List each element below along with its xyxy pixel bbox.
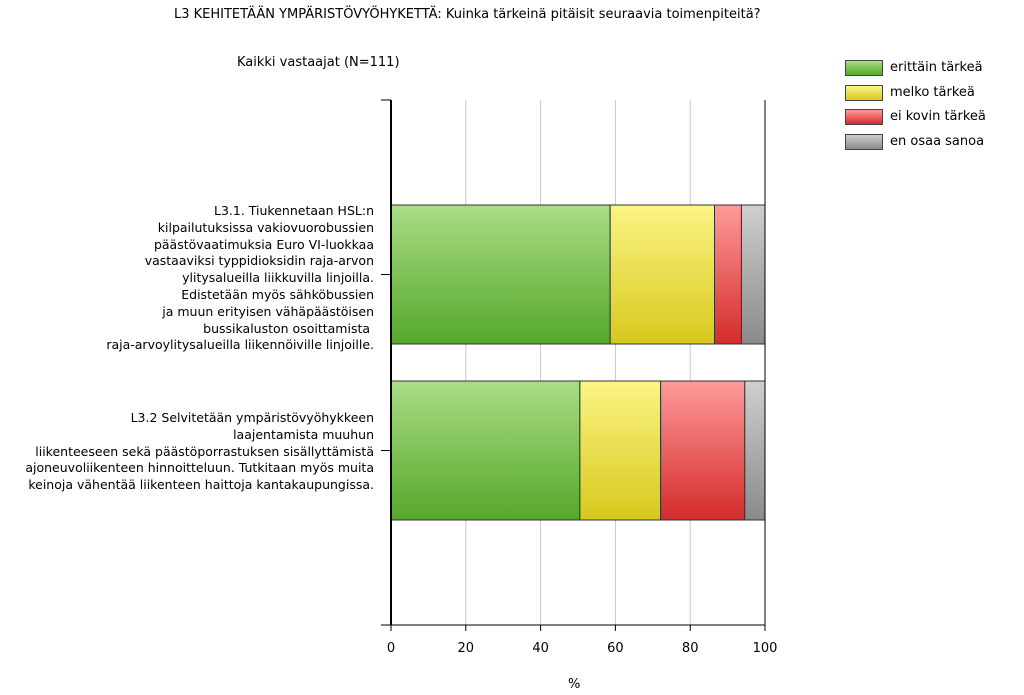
category-label-l3-2: L3.2 Selvitetään ympäristövyöhykkeen laa… bbox=[25, 410, 374, 493]
bar-segment bbox=[390, 204, 611, 345]
chart-subtitle: Kaikki vastaajat (N=111) bbox=[237, 55, 400, 70]
bar-segment bbox=[579, 380, 662, 521]
category-label-l3-1: L3.1. Tiukennetaan HSL:n kilpailutuksiss… bbox=[106, 203, 374, 353]
legend-label: ei kovin tärkeä bbox=[890, 109, 986, 124]
legend-swatch bbox=[845, 84, 883, 101]
legend-label: erittäin tärkeä bbox=[890, 60, 983, 75]
x-tick-label: 80 bbox=[682, 641, 699, 656]
x-tick-label: 40 bbox=[532, 641, 549, 656]
bar-segment bbox=[714, 204, 742, 345]
legend-label: en osaa sanoa bbox=[890, 133, 985, 149]
x-tick-label: 0 bbox=[387, 641, 395, 656]
x-tick-label: 20 bbox=[458, 641, 475, 656]
legend-swatch bbox=[845, 133, 883, 150]
bar-segment bbox=[660, 380, 746, 521]
legend-label: melko tärkeä bbox=[890, 84, 975, 100]
x-axis-label: % bbox=[568, 677, 581, 692]
legend-swatch bbox=[845, 60, 883, 76]
x-tick-label: 100 bbox=[753, 641, 778, 656]
chart-title: L3 KEHITETÄÄN YMPÄRISTÖVYÖHYKETTÄ: Kuink… bbox=[174, 7, 761, 22]
bar-segment bbox=[744, 380, 766, 521]
legend-swatch bbox=[845, 109, 883, 125]
bar-segment bbox=[740, 204, 766, 345]
x-tick-label: 60 bbox=[607, 641, 624, 656]
bar-segment bbox=[609, 204, 716, 345]
bar-segment bbox=[390, 380, 581, 521]
